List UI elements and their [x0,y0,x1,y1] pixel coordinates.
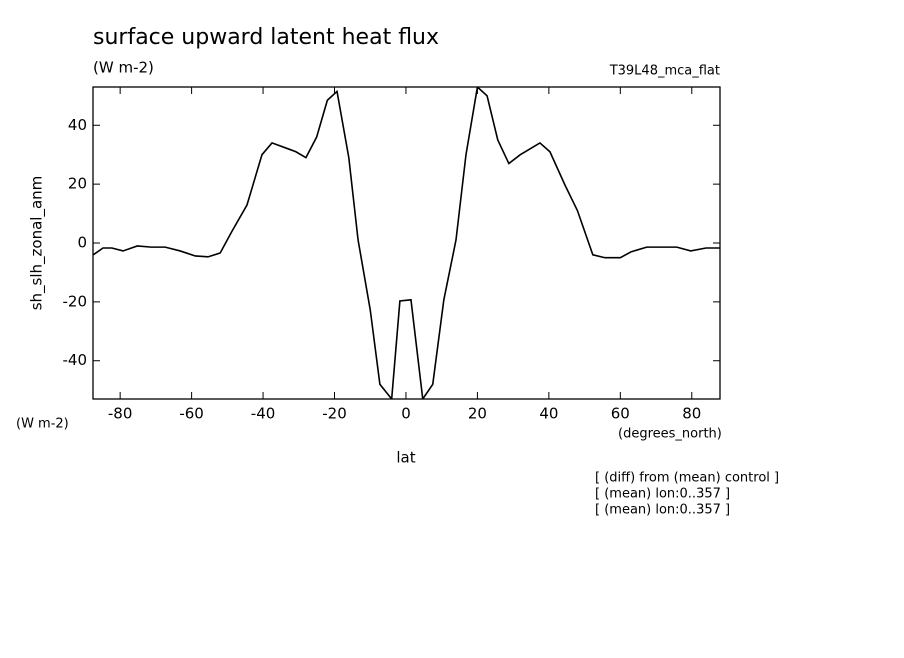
x-tick-label: 40 [539,405,558,423]
y-tick-label: 0 [77,234,87,252]
x-tick-label: 80 [682,405,701,423]
plot-frame [92,86,721,400]
x-tick-label: -80 [108,405,133,423]
x-tick-label: -40 [251,405,276,423]
units: (W m-2) [93,59,154,77]
x-tick-label: 0 [401,405,411,423]
y-units: (W m-2) [16,417,69,432]
note: [ (mean) lon:0..357 ] [595,487,730,502]
y-tick-label: 40 [68,116,87,134]
experiment: T39L48_mca_flat [609,64,720,79]
y-tick-label: -20 [63,292,88,310]
x-tick-label: -20 [322,405,347,423]
y-tick-label: -40 [63,351,88,369]
note: [ (diff) from (mean) control ] [595,471,779,486]
x-units: (degrees_north) [618,427,722,442]
y-tick-label: 20 [68,175,87,193]
x-tick-label: 20 [468,405,487,423]
y-axis-label: sh_slh_zonal_anm [28,176,47,311]
x-tick-label: 60 [611,405,630,423]
x-axis-label: lat [396,449,415,467]
chart-title: surface upward latent heat flux [93,25,439,50]
x-tick-label: -60 [179,405,204,423]
note: [ (mean) lon:0..357 ] [595,503,730,518]
data-line [93,87,720,399]
